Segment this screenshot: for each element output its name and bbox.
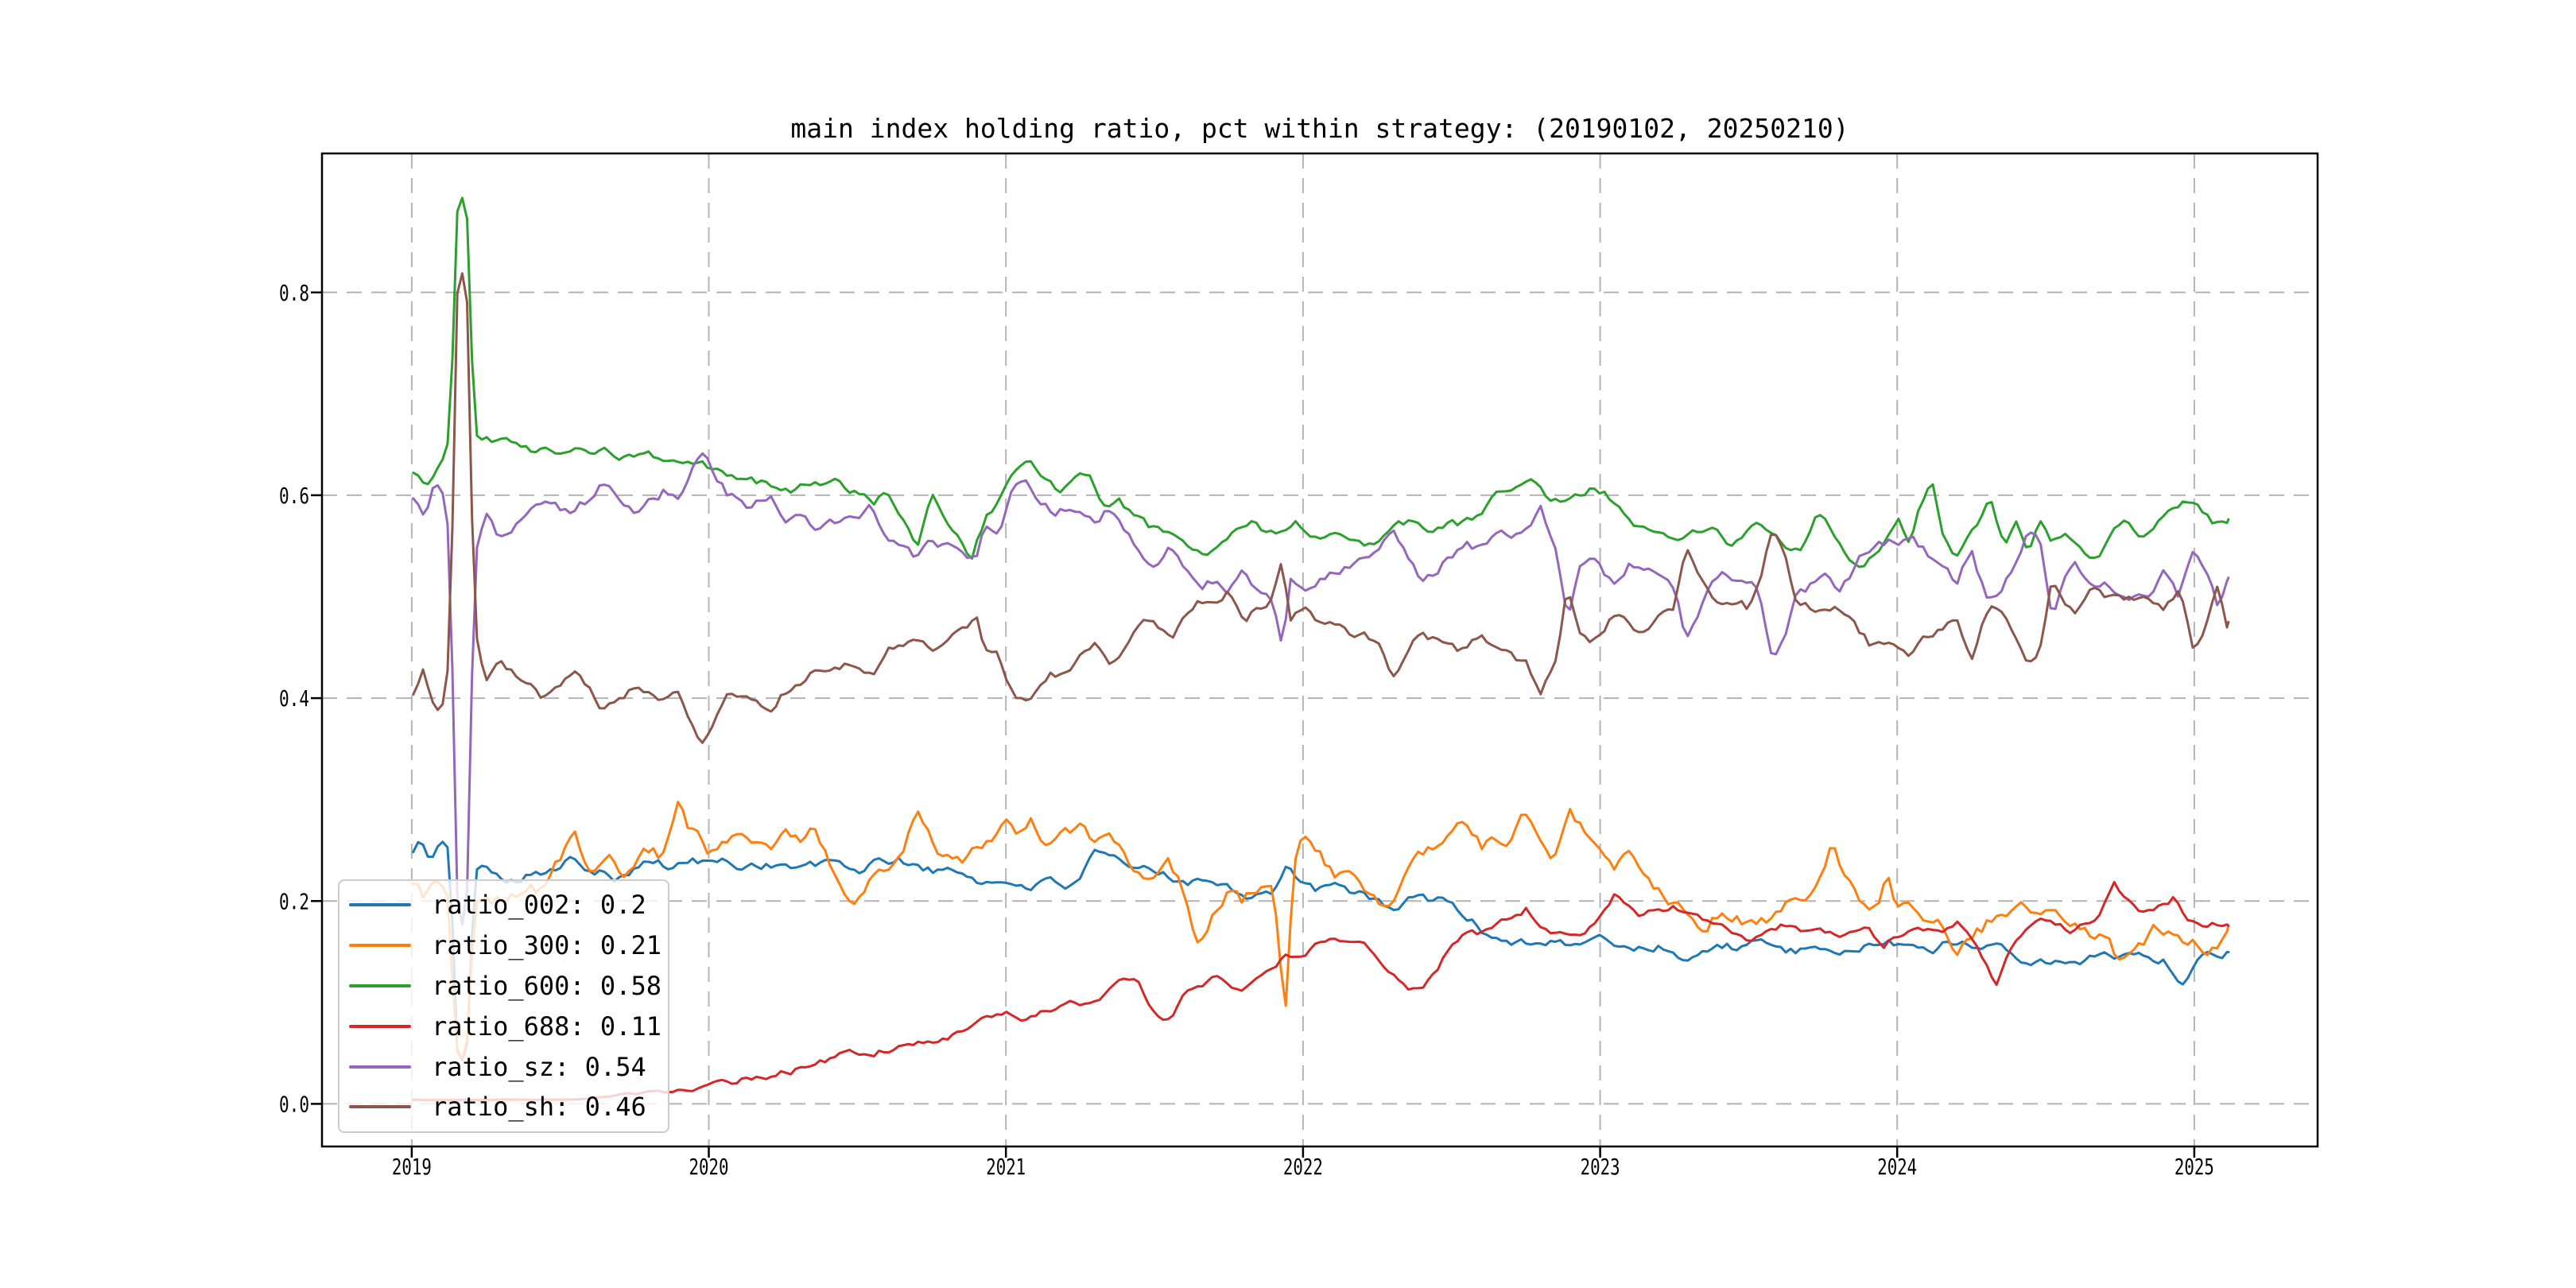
legend-item-ratio_002: ratio_002: 0.2 (339, 885, 668, 925)
ratio_300-line-swatch (349, 944, 411, 948)
legend-item-ratio_600: ratio_600: 0.58 (339, 966, 668, 1007)
legend-item-ratio_300: ratio_300: 0.21 (339, 925, 668, 966)
plot-border (320, 152, 2319, 1148)
series-lines (412, 196, 2230, 1102)
legend: ratio_002: 0.2 ratio_300: 0.21 ratio_600: … (338, 879, 669, 1133)
x-tick-label-2019: 2019 (392, 1154, 432, 1180)
legend-item-ratio_sh: ratio_sh: 0.46 (339, 1087, 668, 1127)
axes (311, 152, 2319, 1158)
x-tick-label-2025: 2025 (2174, 1154, 2214, 1180)
tick-labels: 2019 2020 2021 2022 2023 2024 2025 0.0 0.2 0.4 0.6… (279, 280, 2214, 1180)
legend-label-ratio_002: ratio_002: 0.2 (432, 890, 646, 921)
series-line-ratio_002 (412, 840, 2230, 1062)
y-tick-label-0.4: 0.4 (279, 685, 309, 712)
ratio_sz-line-swatch (349, 1065, 411, 1069)
y-tick-label-0.0: 0.0 (279, 1091, 309, 1117)
legend-label-ratio_300: ratio_300: 0.21 (432, 930, 661, 961)
legend-label-ratio_sh: ratio_sh: 0.46 (432, 1092, 646, 1123)
y-tick-label-0.6: 0.6 (279, 483, 309, 509)
y-tick-label-0.8: 0.8 (279, 280, 309, 306)
legend-item-ratio_sz: ratio_sz: 0.54 (339, 1046, 668, 1087)
ratio_sh-line-swatch (349, 1105, 411, 1109)
x-tick-label-2024: 2024 (1877, 1154, 1917, 1180)
series-line-ratio_688 (412, 881, 2230, 1102)
x-tick-label-2023: 2023 (1581, 1154, 1620, 1180)
series-line-ratio_300 (412, 801, 2230, 1061)
ratio_600-line-swatch (349, 983, 411, 987)
legend-label-ratio_600: ratio_600: 0.58 (432, 970, 661, 1001)
legend-item-ratio_688: ratio_688: 0.11 (339, 1006, 668, 1046)
y-tick-label-0.2: 0.2 (279, 888, 309, 914)
legend-label-ratio_sz: ratio_sz: 0.54 (432, 1051, 646, 1082)
chart-title: main index holding ratio, pct within str… (790, 113, 1849, 144)
ratio_002-line-swatch (349, 903, 411, 907)
legend-label-ratio_688: ratio_688: 0.11 (432, 1011, 661, 1042)
series-line-ratio_sh (412, 272, 2230, 744)
x-tick-label-2022: 2022 (1283, 1154, 1323, 1180)
series-line-ratio_600 (412, 196, 2230, 568)
x-tick-label-2020: 2020 (689, 1154, 729, 1180)
series-line-ratio_sz (412, 452, 2230, 926)
ratio_688-line-swatch (349, 1024, 411, 1028)
x-tick-label-2021: 2021 (986, 1154, 1026, 1180)
